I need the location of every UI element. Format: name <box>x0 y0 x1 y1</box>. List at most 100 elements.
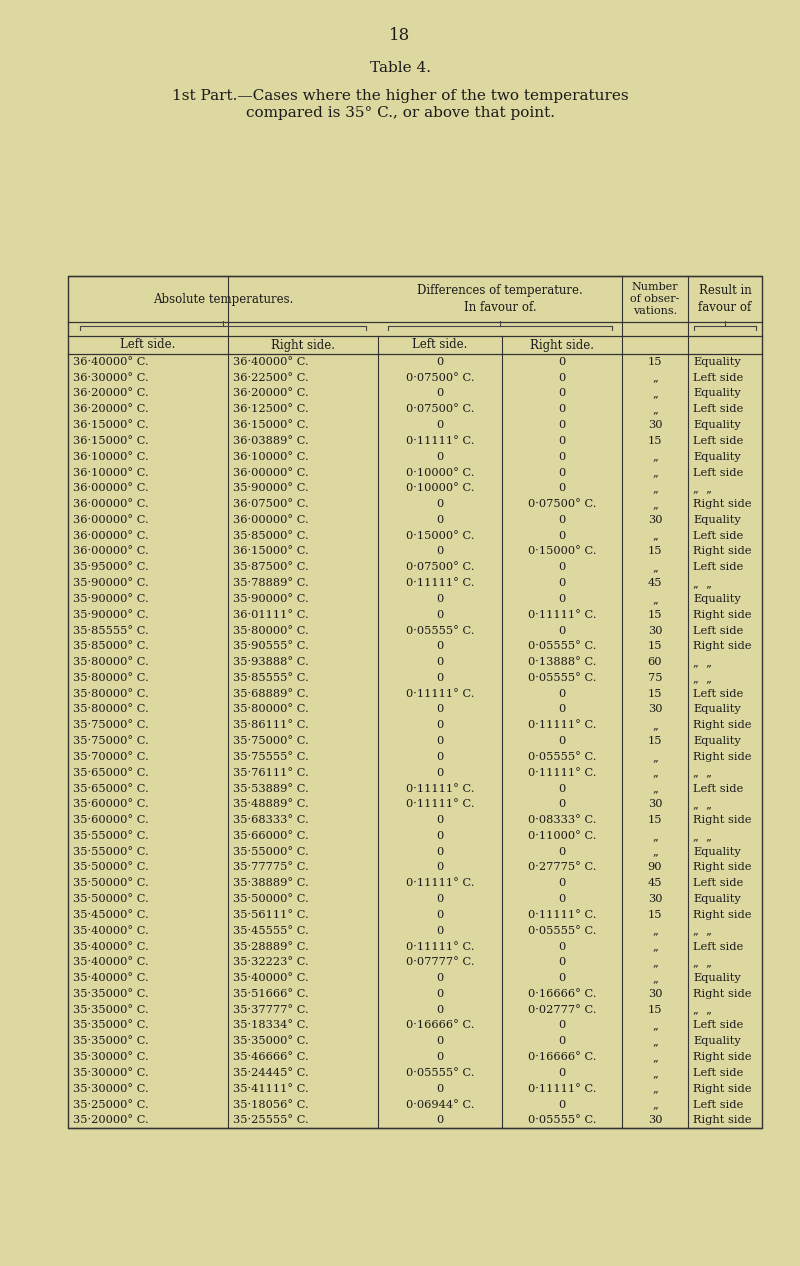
Text: 35·37777° C.: 35·37777° C. <box>233 1005 309 1015</box>
Text: Left side: Left side <box>693 1099 743 1109</box>
Text: 35·90000° C.: 35·90000° C. <box>233 594 309 604</box>
Text: 35·60000° C.: 35·60000° C. <box>73 815 149 825</box>
Text: 35·90555° C.: 35·90555° C. <box>233 642 309 651</box>
Text: 0: 0 <box>436 1005 444 1015</box>
Text: Right side: Right side <box>693 752 751 762</box>
Text: 15: 15 <box>648 1005 662 1015</box>
Text: Left side: Left side <box>693 562 743 572</box>
Text: „: „ <box>652 389 658 399</box>
Text: 0: 0 <box>558 1099 566 1109</box>
Text: 35·45555° C.: 35·45555° C. <box>233 925 309 936</box>
Text: „  „: „ „ <box>693 957 712 967</box>
Text: „: „ <box>652 720 658 730</box>
Text: Equality: Equality <box>693 1037 741 1046</box>
Text: Right side: Right side <box>693 1052 751 1062</box>
Text: 0: 0 <box>436 594 444 604</box>
Text: „: „ <box>652 752 658 762</box>
Bar <box>68 276 762 1128</box>
Text: 0·05555° C.: 0·05555° C. <box>528 752 596 762</box>
Text: 35·30000° C.: 35·30000° C. <box>73 1069 149 1077</box>
Text: „: „ <box>652 467 658 477</box>
Text: 36·40000° C.: 36·40000° C. <box>233 357 309 367</box>
Text: 35·48889° C.: 35·48889° C. <box>233 799 309 809</box>
Text: Equality: Equality <box>693 736 741 746</box>
Text: Right side: Right side <box>693 610 751 619</box>
Text: 35·65000° C.: 35·65000° C. <box>73 784 149 794</box>
Text: 0: 0 <box>436 389 444 399</box>
Text: Equality: Equality <box>693 389 741 399</box>
Text: 0: 0 <box>436 499 444 509</box>
Text: 0: 0 <box>558 1020 566 1031</box>
Text: Number
of obser-
vations.: Number of obser- vations. <box>630 281 680 316</box>
Text: Left side: Left side <box>693 372 743 382</box>
Text: 35·18334° C.: 35·18334° C. <box>233 1020 309 1031</box>
Text: 35·90000° C.: 35·90000° C. <box>73 610 149 619</box>
Text: 36·00000° C.: 36·00000° C. <box>73 515 149 525</box>
Text: Right side: Right side <box>693 815 751 825</box>
Text: „  „: „ „ <box>693 830 712 841</box>
Text: „: „ <box>652 1069 658 1077</box>
Text: „: „ <box>652 530 658 541</box>
Text: 36·00000° C.: 36·00000° C. <box>233 515 309 525</box>
Text: 0: 0 <box>558 530 566 541</box>
Text: 75: 75 <box>648 674 662 682</box>
Text: 0·07500° C.: 0·07500° C. <box>406 372 474 382</box>
Text: 35·85555° C.: 35·85555° C. <box>73 625 149 636</box>
Text: 0·11111° C.: 0·11111° C. <box>406 942 474 952</box>
Text: „: „ <box>652 847 658 857</box>
Text: 0: 0 <box>558 847 566 857</box>
Text: 35·86111° C.: 35·86111° C. <box>233 720 309 730</box>
Text: 36·40000° C.: 36·40000° C. <box>73 357 149 367</box>
Text: Right side.: Right side. <box>530 338 594 352</box>
Text: 60: 60 <box>648 657 662 667</box>
Text: 36·10000° C.: 36·10000° C. <box>233 452 309 462</box>
Text: 0: 0 <box>558 957 566 967</box>
Text: 35·35000° C.: 35·35000° C. <box>73 1037 149 1046</box>
Text: 0·10000° C.: 0·10000° C. <box>406 467 474 477</box>
Text: 35·24445° C.: 35·24445° C. <box>233 1069 309 1077</box>
Text: Table 4.: Table 4. <box>370 61 430 75</box>
Text: 35·66000° C.: 35·66000° C. <box>233 830 309 841</box>
Text: 0: 0 <box>558 515 566 525</box>
Text: 35·70000° C.: 35·70000° C. <box>73 752 149 762</box>
Text: 36·15000° C.: 36·15000° C. <box>233 420 309 430</box>
Text: 35·40000° C.: 35·40000° C. <box>233 974 309 984</box>
Text: 0: 0 <box>558 1069 566 1077</box>
Text: 15: 15 <box>648 547 662 557</box>
Text: Left side: Left side <box>693 784 743 794</box>
Text: 35·85000° C.: 35·85000° C. <box>233 530 309 541</box>
Text: 0: 0 <box>558 736 566 746</box>
Text: 36·00000° C.: 36·00000° C. <box>233 467 309 477</box>
Text: 0·11111° C.: 0·11111° C. <box>406 579 474 589</box>
Text: 35·75555° C.: 35·75555° C. <box>233 752 309 762</box>
Text: 0: 0 <box>558 974 566 984</box>
Text: „: „ <box>652 767 658 777</box>
Text: 35·20000° C.: 35·20000° C. <box>73 1115 149 1125</box>
Text: Right side: Right side <box>693 720 751 730</box>
Text: 0·07500° C.: 0·07500° C. <box>406 404 474 414</box>
Text: 35·80000° C.: 35·80000° C. <box>73 704 149 714</box>
Text: „  „: „ „ <box>693 674 712 682</box>
Text: 0: 0 <box>436 420 444 430</box>
Text: 0: 0 <box>558 436 566 446</box>
Text: „: „ <box>652 484 658 494</box>
Text: 35·55000° C.: 35·55000° C. <box>233 847 309 857</box>
Text: „: „ <box>652 784 658 794</box>
Text: „: „ <box>652 1099 658 1109</box>
Text: 35·53889° C.: 35·53889° C. <box>233 784 309 794</box>
Text: Right side: Right side <box>693 499 751 509</box>
Text: 35·77775° C.: 35·77775° C. <box>233 862 309 872</box>
Text: 36·22500° C.: 36·22500° C. <box>233 372 309 382</box>
Text: 35·65000° C.: 35·65000° C. <box>73 767 149 777</box>
Text: 18: 18 <box>390 28 410 44</box>
Text: 0: 0 <box>558 452 566 462</box>
Text: 0: 0 <box>436 642 444 651</box>
Text: 0·07500° C.: 0·07500° C. <box>406 562 474 572</box>
Text: 45: 45 <box>648 579 662 589</box>
Text: „  „: „ „ <box>693 1005 712 1015</box>
Text: 0: 0 <box>436 1037 444 1046</box>
Text: 0: 0 <box>436 720 444 730</box>
Text: Equality: Equality <box>693 594 741 604</box>
Text: 35·68889° C.: 35·68889° C. <box>233 689 309 699</box>
Text: 0: 0 <box>436 657 444 667</box>
